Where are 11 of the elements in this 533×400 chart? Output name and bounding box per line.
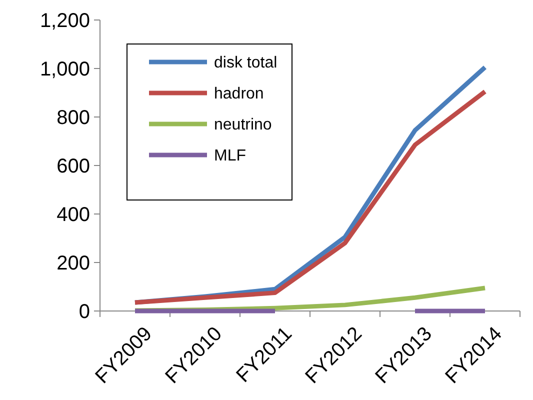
- y-tick-label: 600: [56, 156, 90, 178]
- y-tick-label: 1,000: [40, 58, 90, 80]
- y-tick-label: 0: [78, 301, 90, 323]
- legend-label: hadron: [214, 86, 264, 103]
- y-tick-label: 1,200: [40, 10, 90, 32]
- legend-label: neutrino: [214, 116, 272, 134]
- y-tick-label: 400: [56, 204, 90, 226]
- y-tick-label: 200: [56, 252, 90, 274]
- y-tick-label: 800: [56, 107, 90, 129]
- legend-label: MLF: [214, 148, 246, 165]
- legend-label: disk total: [214, 54, 278, 72]
